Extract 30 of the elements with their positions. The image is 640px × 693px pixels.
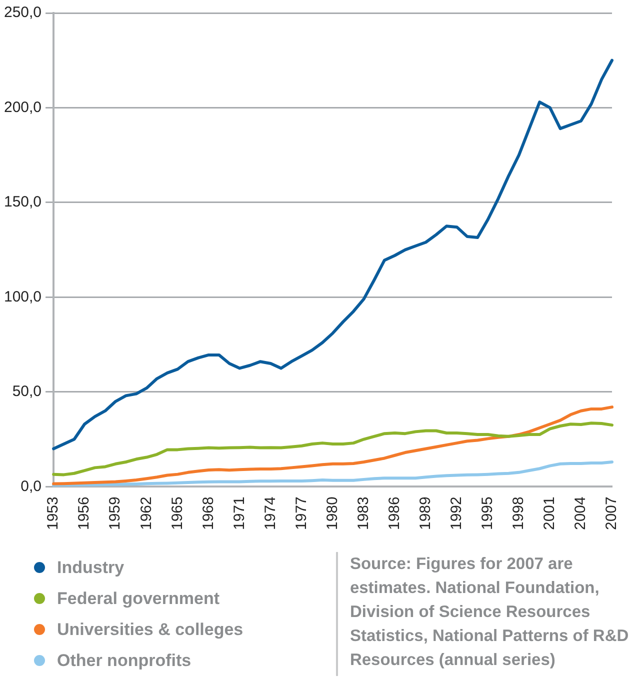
x-tick-label: 1974 bbox=[262, 496, 279, 530]
x-tick-label: 1992 bbox=[448, 496, 466, 530]
x-tick-label: 1959 bbox=[106, 496, 124, 530]
x-tick-label: 1971 bbox=[230, 496, 248, 530]
x-tick-label: 1983 bbox=[354, 496, 372, 530]
x-tick-label: 1965 bbox=[168, 496, 186, 530]
y-tick-label: 250,0 bbox=[4, 4, 42, 22]
x-tick-label: 1998 bbox=[510, 496, 528, 530]
y-tick-label: 50,0 bbox=[12, 383, 42, 400]
legend-label: Federal government bbox=[57, 588, 220, 608]
legend-label: Industry bbox=[57, 558, 124, 578]
x-tick-label: 2007 bbox=[603, 496, 620, 530]
legend-label: Other nonprofits bbox=[57, 650, 192, 670]
y-tick-label: 150,0 bbox=[4, 194, 42, 211]
x-tick-label: 1977 bbox=[292, 496, 310, 530]
x-tick-label: 2004 bbox=[572, 496, 590, 530]
x-tick-label: 1968 bbox=[200, 496, 217, 530]
y-tick-label: 100,0 bbox=[4, 288, 42, 306]
x-tick-label: 1956 bbox=[76, 496, 93, 530]
y-tick-label: 0,0 bbox=[20, 478, 42, 495]
x-tick-label: 1986 bbox=[386, 496, 403, 530]
source-note: Source: Figures for 2007 are estimates. National Foundation, Division of Science Resources Statistics, National Patterns of R&D Resources (annual series) bbox=[350, 554, 630, 671]
x-tick-label: 1962 bbox=[138, 496, 155, 530]
x-tick-label: 1953 bbox=[44, 496, 62, 530]
y-tick-label: 200,0 bbox=[4, 98, 42, 116]
x-tick-label: 2001 bbox=[541, 496, 558, 530]
x-tick-label: 1980 bbox=[324, 496, 341, 530]
x-tick-label: 1989 bbox=[416, 496, 434, 530]
x-tick-label: 1995 bbox=[479, 496, 496, 530]
legend-label: Universities & colleges bbox=[57, 620, 244, 640]
